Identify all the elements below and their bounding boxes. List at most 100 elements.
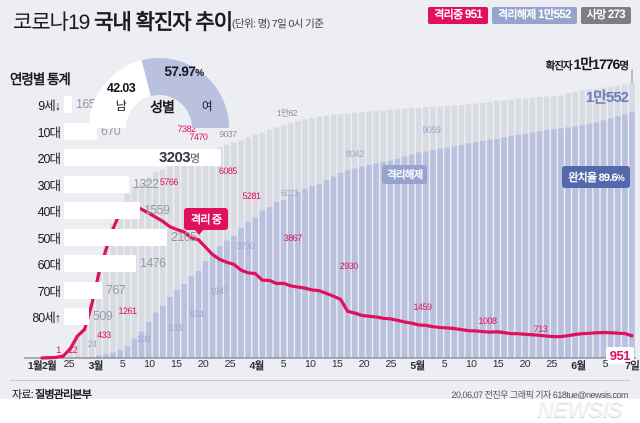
badge-released: 격리해제 1만552	[492, 7, 577, 24]
released-bar	[309, 186, 315, 358]
released-bar	[331, 177, 337, 358]
badge-released-value: 1만552	[538, 9, 571, 21]
released-bar	[629, 112, 635, 358]
badge-deaths-label: 사망	[587, 9, 606, 21]
released-bar	[579, 125, 585, 358]
x-axis-tick: 4월	[249, 358, 263, 373]
x-axis-tick: 25	[546, 358, 556, 370]
released-bar	[380, 162, 386, 358]
x-axis-tick: 6월	[571, 358, 585, 373]
x-axis-tick: 20	[359, 358, 369, 370]
confirmed-point-label: 1만62	[277, 107, 297, 119]
released-bar	[523, 134, 529, 358]
released-bar	[565, 127, 571, 358]
header-subtitle: (단위: 명) 7일 0시 기준	[232, 16, 323, 31]
total-confirmed-unit: 명	[619, 60, 628, 72]
released-bar	[388, 161, 394, 358]
isolating-point-label: 6085	[219, 166, 237, 176]
released-bar	[473, 142, 479, 358]
total-confirmed-label: 확진자 1만1776명	[546, 54, 628, 74]
x-axis-tick: 5	[120, 358, 125, 370]
age-row-bar	[64, 202, 140, 219]
age-row-value: 509	[93, 308, 112, 325]
isolating-point-label: 5281	[242, 191, 260, 201]
total-confirmed-value: 1만1776	[574, 56, 620, 72]
age-row-bar	[64, 282, 102, 299]
age-row: 50대 2105	[6, 227, 206, 254]
released-bar	[601, 120, 607, 358]
released-bar	[501, 138, 507, 359]
age-row-bar	[64, 308, 89, 325]
x-axis-tick: 20	[520, 358, 530, 370]
age-row-value: 1559	[144, 202, 169, 219]
isolating-point-label: 1	[56, 345, 61, 355]
x-axis-tick: 10	[305, 358, 315, 370]
summary-badges: 격리중 951 격리해제 1만552 사망 273	[428, 7, 631, 24]
age-row-bar	[64, 176, 129, 193]
isolating-point-label: 2930	[340, 261, 358, 271]
age-row-value: 1322	[133, 176, 158, 193]
released-bar	[288, 195, 294, 358]
released-bar	[274, 202, 280, 358]
released-bar	[217, 246, 223, 358]
age-row-value: 2105	[171, 229, 196, 246]
released-point-label: 8042	[346, 149, 364, 159]
released-bar	[316, 184, 322, 358]
x-axis-tick: 3월	[89, 358, 103, 373]
age-row-bar	[64, 255, 136, 272]
released-bar	[295, 192, 301, 358]
age-row: 80세↑509	[6, 306, 206, 333]
released-point-label: 1947	[210, 286, 228, 296]
gender-male-label: 남	[98, 97, 144, 114]
badge-isolating-value: 951	[465, 9, 482, 21]
gender-female-pct-value: 57.97	[164, 64, 195, 79]
age-row-label: 10대	[6, 122, 60, 141]
x-axis-tick: 5	[281, 358, 286, 370]
released-bar	[622, 114, 628, 358]
cure-rate-value: 완치율 89.6	[568, 172, 616, 184]
gender-female-pct: 57.97%	[142, 64, 226, 79]
gender-chart: 42.03 남 57.97% 여 성별	[86, 56, 232, 132]
released-bar	[366, 165, 372, 358]
isolating-point-label: 1008	[478, 316, 496, 326]
age-row-label: 9세↓	[6, 95, 60, 114]
released-bar	[324, 180, 330, 358]
title-bold: 국내 확진자 추이	[94, 11, 232, 34]
badge-released-label: 격리해제	[498, 9, 536, 21]
cure-rate-symbol: %	[617, 173, 624, 183]
x-axis-tick: 15	[171, 358, 181, 370]
x-axis-tick: 20	[198, 358, 208, 370]
badge-deaths-value: 273	[608, 9, 625, 21]
released-bar	[409, 155, 415, 358]
released-bar	[572, 126, 578, 358]
x-axis-tick: 15	[493, 358, 503, 370]
x-axis-tick: 7일	[625, 358, 639, 373]
age-row-label: 50대	[6, 228, 60, 247]
isolating-point-label: 3867	[284, 233, 302, 243]
gender-male-pct: 42.03	[98, 81, 144, 95]
x-axis-tick: 10	[466, 358, 476, 370]
age-panel-title: 연령별 통계	[10, 68, 70, 88]
age-row-value-unit: 명	[190, 153, 200, 165]
released-bar	[594, 122, 600, 358]
age-row-label: 60대	[6, 254, 60, 273]
gender-female-label: 여	[190, 98, 224, 114]
x-axis-tick: 25	[385, 358, 395, 370]
released-bar	[551, 129, 557, 358]
age-row-bar	[64, 229, 167, 246]
title-plain: 코로나19	[13, 11, 94, 34]
released-bar	[466, 143, 472, 358]
age-row-label: 30대	[6, 175, 60, 194]
released-bar	[558, 128, 564, 358]
cure-rate-tag: 완치율 89.6%	[562, 166, 630, 188]
age-row: 30대 1322	[6, 174, 206, 201]
released-bar	[587, 124, 593, 358]
header: 코로나19 국내 확진자 추이 (단위: 명) 7일 0시 기준 격리중 951…	[0, 0, 640, 36]
page-title: 코로나19 국내 확진자 추이	[13, 6, 232, 36]
released-point-label: 108	[137, 334, 151, 344]
released-point-label: 6021	[281, 188, 299, 198]
